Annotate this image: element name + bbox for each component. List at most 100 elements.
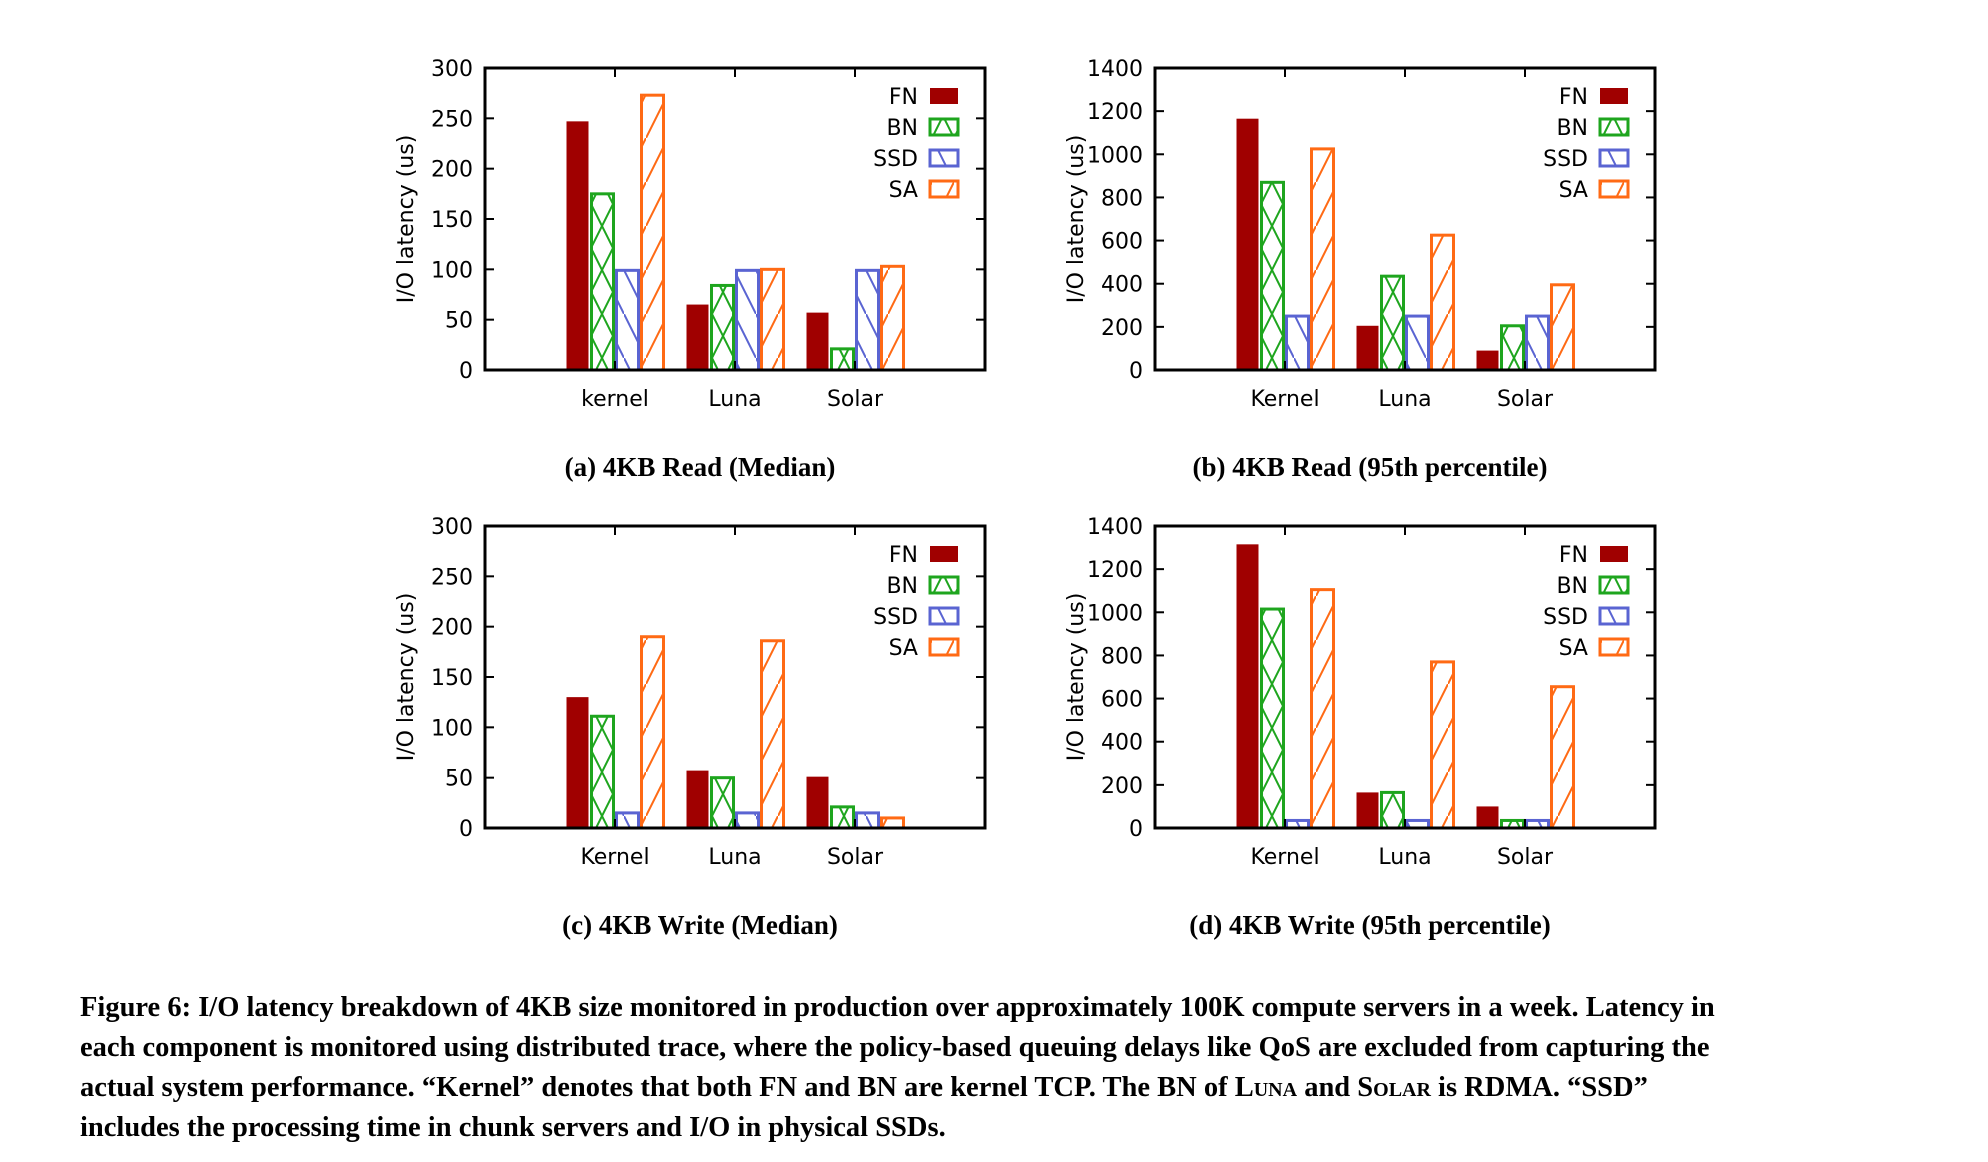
x-tick-label: Kernel <box>1250 387 1319 412</box>
chart-c-caption: (c) 4KB Write (Median) <box>562 910 838 940</box>
legend-label-fn: FN <box>889 85 918 110</box>
x-tick-label: kernel <box>581 387 649 412</box>
y-tick-label: 150 <box>431 208 473 233</box>
bar-bn <box>1380 274 1405 372</box>
y-tick-label: 400 <box>1101 731 1143 756</box>
y-tick-label: 1200 <box>1087 100 1143 125</box>
chart-b-caption: (b) 4KB Read (95th percentile) <box>1192 452 1548 482</box>
figure-caption-line-3-a: actual system performance. “Kernel” deno… <box>80 1072 1235 1103</box>
bar-sa <box>1550 283 1575 372</box>
chart-d-caption: (d) 4KB Write (95th percentile) <box>1189 910 1551 940</box>
bar-ssd <box>855 811 880 830</box>
y-axis-label: I/O latency (us) <box>394 135 419 304</box>
figure-caption-solar: Solar <box>1357 1072 1431 1103</box>
bar-bn <box>710 776 735 830</box>
bar-fn <box>686 304 709 370</box>
bar-fn <box>1236 544 1259 828</box>
bar-sa <box>1430 233 1455 372</box>
figure-caption-line-2: each component is monitored using distri… <box>80 1032 1710 1063</box>
bar-fn <box>566 697 589 828</box>
bar-fn <box>806 312 829 370</box>
bar-bn <box>830 805 855 830</box>
bar-ssd <box>1525 314 1550 372</box>
bar-sa <box>760 267 785 372</box>
figure-caption-line-3: actual system performance. “Kernel” deno… <box>80 1068 1960 1108</box>
bar-bn <box>590 192 615 372</box>
y-tick-label: 200 <box>1101 316 1143 341</box>
y-tick-label: 1400 <box>1087 57 1143 82</box>
bar-bn <box>1260 180 1285 372</box>
y-tick-label: 1200 <box>1087 558 1143 583</box>
y-tick-label: 1000 <box>1087 143 1143 168</box>
legend-swatch-sa <box>1598 179 1630 199</box>
x-tick-label: Kernel <box>580 845 649 870</box>
legend-label-ssd: SSD <box>873 605 918 630</box>
legend-label-ssd: SSD <box>873 147 918 172</box>
x-tick-label: Solar <box>1497 387 1554 412</box>
y-axis-label: I/O latency (us) <box>394 593 419 762</box>
x-tick-label: Solar <box>827 845 884 870</box>
y-tick-label: 300 <box>431 57 473 82</box>
legend-label-sa: SA <box>1559 178 1588 203</box>
bar-fn <box>1236 118 1259 370</box>
legend-swatch-bn <box>1598 117 1630 137</box>
bar-fn <box>1356 325 1379 370</box>
bar-ssd <box>735 811 760 830</box>
plot-frame <box>483 524 987 830</box>
legend-label-bn: BN <box>886 116 918 141</box>
plot-frame <box>483 66 987 372</box>
figure-caption-luna: Luna <box>1234 1072 1298 1103</box>
y-tick-label: 300 <box>431 515 473 540</box>
bar-fn <box>686 770 709 828</box>
y-tick-label: 0 <box>1129 817 1143 842</box>
bar-bn <box>1260 607 1285 830</box>
legend-swatch-sa <box>928 637 960 657</box>
bar-ssd <box>855 268 880 372</box>
chart-a-caption: (a) 4KB Read (Median) <box>564 452 836 482</box>
bar-bn <box>1380 790 1405 830</box>
legend-label-bn: BN <box>1556 574 1588 599</box>
bar-ssd <box>1285 314 1310 372</box>
bar-bn <box>830 347 855 372</box>
legend-swatch-bn <box>928 117 960 137</box>
chart-panel-d: 0 200 400 600 800 1000 1200 1400 I/O latency (us… <box>1030 508 1670 883</box>
legend-label-fn: FN <box>889 543 918 568</box>
legend-swatch-fn <box>1600 546 1628 562</box>
bar-ssd <box>615 811 640 830</box>
y-tick-label: 800 <box>1101 644 1143 669</box>
x-tick-label: Luna <box>1378 845 1431 870</box>
bar-sa <box>880 816 905 830</box>
bar-sa <box>1550 685 1575 830</box>
y-axis-label: I/O latency (us) <box>1064 135 1089 304</box>
y-tick-label: 800 <box>1101 186 1143 211</box>
legend-swatch-ssd <box>928 148 960 168</box>
bar-fn <box>806 776 829 828</box>
figure-caption-line-1: Figure 6: I/O latency breakdown of 4KB s… <box>80 992 1715 1023</box>
x-tick-label: Solar <box>1497 845 1554 870</box>
y-tick-label: 100 <box>431 258 473 283</box>
x-tick-label: Luna <box>1378 387 1431 412</box>
legend-label-sa: SA <box>1559 636 1588 661</box>
y-axis-label: I/O latency (us) <box>1064 593 1089 762</box>
x-tick-label: Luna <box>708 845 761 870</box>
bar-bn <box>1500 324 1525 372</box>
y-tick-label: 200 <box>1101 774 1143 799</box>
y-tick-label: 400 <box>1101 273 1143 298</box>
y-tick-label: 50 <box>445 309 473 334</box>
bar-bn <box>590 714 615 830</box>
bar-fn <box>1476 350 1499 370</box>
legend-swatch-fn <box>930 546 958 562</box>
bar-bn <box>710 283 735 372</box>
y-tick-label: 600 <box>1101 230 1143 255</box>
legend-swatch-ssd <box>928 606 960 626</box>
legend-swatch-ssd <box>1598 606 1630 626</box>
chart-d-svg: 0 200 400 600 800 1000 1200 1400 I/O latency (us… <box>1064 515 1657 870</box>
bar-sa <box>1310 588 1335 830</box>
bar-ssd <box>615 268 640 372</box>
y-tick-label: 150 <box>431 666 473 691</box>
legend-label-bn: BN <box>886 574 918 599</box>
legend-swatch-sa <box>928 179 960 199</box>
figure-caption-line-4: includes the processing time in chunk se… <box>80 1112 946 1143</box>
legend-swatch-fn <box>1600 88 1628 104</box>
bar-ssd <box>735 268 760 372</box>
